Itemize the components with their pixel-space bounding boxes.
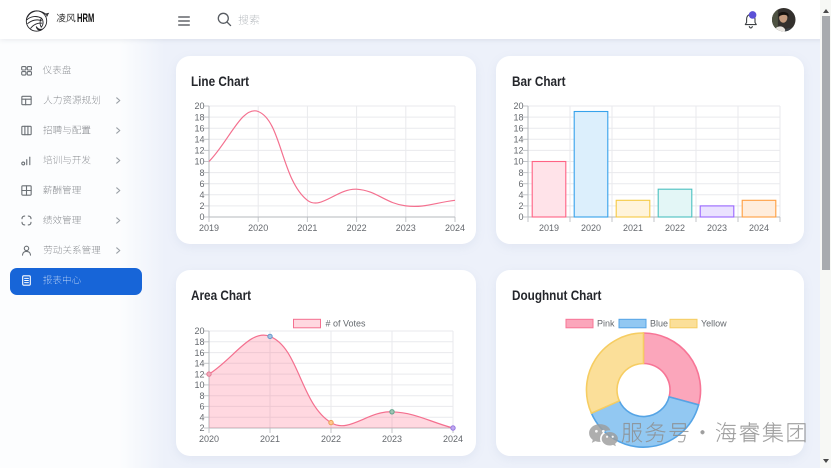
svg-text:2021: 2021 — [260, 434, 280, 444]
svg-text:10: 10 — [194, 380, 204, 390]
svg-text:20: 20 — [194, 101, 204, 111]
svg-text:10: 10 — [513, 157, 523, 167]
svg-text:2: 2 — [199, 201, 204, 211]
svg-text:8: 8 — [518, 168, 523, 178]
svg-text:14: 14 — [194, 135, 204, 145]
svg-text:2023: 2023 — [707, 223, 727, 233]
svg-text:12: 12 — [194, 146, 204, 156]
svg-text:Pink: Pink — [597, 319, 615, 329]
svg-text:2022: 2022 — [347, 223, 367, 233]
svg-text:16: 16 — [513, 123, 523, 133]
svg-text:2022: 2022 — [321, 434, 341, 444]
svg-text:6: 6 — [199, 402, 204, 412]
svg-text:18: 18 — [194, 337, 204, 347]
svg-text:# of Votes: # of Votes — [326, 319, 367, 329]
svg-text:Yellow: Yellow — [701, 319, 727, 329]
svg-text:0: 0 — [518, 212, 523, 222]
svg-text:2024: 2024 — [445, 223, 465, 233]
svg-text:2: 2 — [199, 423, 204, 433]
svg-text:4: 4 — [199, 412, 204, 422]
svg-text:2022: 2022 — [665, 223, 685, 233]
svg-text:2024: 2024 — [443, 434, 463, 444]
svg-text:6: 6 — [518, 179, 523, 189]
svg-text:4: 4 — [518, 190, 523, 200]
svg-text:18: 18 — [513, 112, 523, 122]
svg-text:18: 18 — [194, 112, 204, 122]
svg-text:0: 0 — [199, 212, 204, 222]
svg-text:8: 8 — [199, 168, 204, 178]
svg-text:6: 6 — [199, 179, 204, 189]
svg-text:2021: 2021 — [297, 223, 317, 233]
svg-text:12: 12 — [194, 369, 204, 379]
svg-text:Blue: Blue — [650, 319, 668, 329]
svg-text:2019: 2019 — [539, 223, 559, 233]
svg-text:2020: 2020 — [199, 434, 219, 444]
svg-text:14: 14 — [194, 359, 204, 369]
svg-text:12: 12 — [513, 146, 523, 156]
svg-text:16: 16 — [194, 123, 204, 133]
svg-text:2020: 2020 — [581, 223, 601, 233]
svg-text:2023: 2023 — [396, 223, 416, 233]
svg-text:16: 16 — [194, 348, 204, 358]
svg-text:2020: 2020 — [248, 223, 268, 233]
svg-text:2019: 2019 — [199, 223, 219, 233]
svg-text:2: 2 — [518, 201, 523, 211]
svg-text:14: 14 — [513, 135, 523, 145]
svg-text:10: 10 — [194, 157, 204, 167]
svg-text:4: 4 — [199, 190, 204, 200]
svg-text:2021: 2021 — [623, 223, 643, 233]
svg-text:8: 8 — [199, 391, 204, 401]
svg-text:20: 20 — [194, 326, 204, 336]
svg-text:2024: 2024 — [749, 223, 769, 233]
svg-text:20: 20 — [513, 101, 523, 111]
svg-text:2023: 2023 — [382, 434, 402, 444]
